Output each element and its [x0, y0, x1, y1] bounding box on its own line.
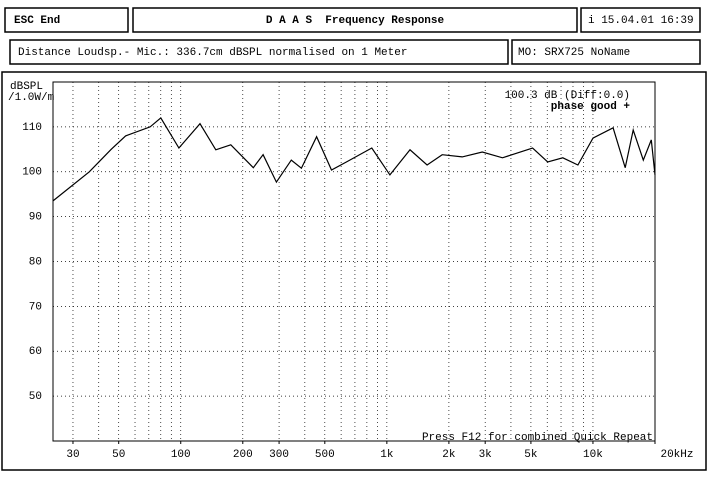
y-label: /1.0W/m	[8, 92, 55, 104]
y-tick-label: 70	[29, 301, 42, 313]
y-tick-label: 60	[29, 346, 42, 358]
time-box	[580, 7, 701, 33]
x-tick-label: 2k	[442, 449, 456, 461]
x-tick-label: 3k	[479, 449, 493, 461]
model: MO: SRX725 NoName	[518, 47, 630, 59]
y-tick-label: 80	[29, 256, 42, 268]
annotation: 100.3 dB (Diff:0.0)	[505, 90, 630, 102]
x-tick-label: 200	[233, 449, 253, 461]
y-tick-label: 110	[22, 122, 42, 134]
x-tick-label: 1k	[380, 449, 394, 461]
x-tick-label: 100	[171, 449, 191, 461]
x-tick-label: 30	[66, 449, 79, 461]
response-curve	[52, 116, 656, 202]
annotation: Press F12 for combined Quick Repeat	[422, 432, 653, 444]
y-tick-label: 90	[29, 212, 42, 224]
x-tick-label: 20kHz	[660, 449, 693, 461]
x-tick-label: 300	[269, 449, 289, 461]
info: Distance Loudsp.- Mic.: 336.7cm dBSPL no…	[18, 47, 407, 59]
x-tick-label: 5k	[524, 449, 538, 461]
x-tick-label: 500	[315, 449, 335, 461]
y-tick-label: 100	[22, 167, 42, 179]
x-tick-label: 50	[112, 449, 125, 461]
menu-box[interactable]	[4, 7, 129, 33]
timestamp: i 15.04.01 16:39	[588, 15, 694, 27]
chart-frame	[1, 71, 707, 471]
title: D A A S Frequency Response	[266, 15, 445, 27]
y-label: dBSPL	[10, 81, 43, 93]
annotation: phase good +	[551, 101, 631, 113]
info-box	[9, 39, 509, 65]
title-box	[132, 7, 578, 33]
menu[interactable]: ESC End	[14, 15, 60, 27]
model-box	[511, 39, 701, 65]
x-tick-label: 10k	[583, 449, 603, 461]
y-tick-label: 50	[29, 391, 42, 403]
